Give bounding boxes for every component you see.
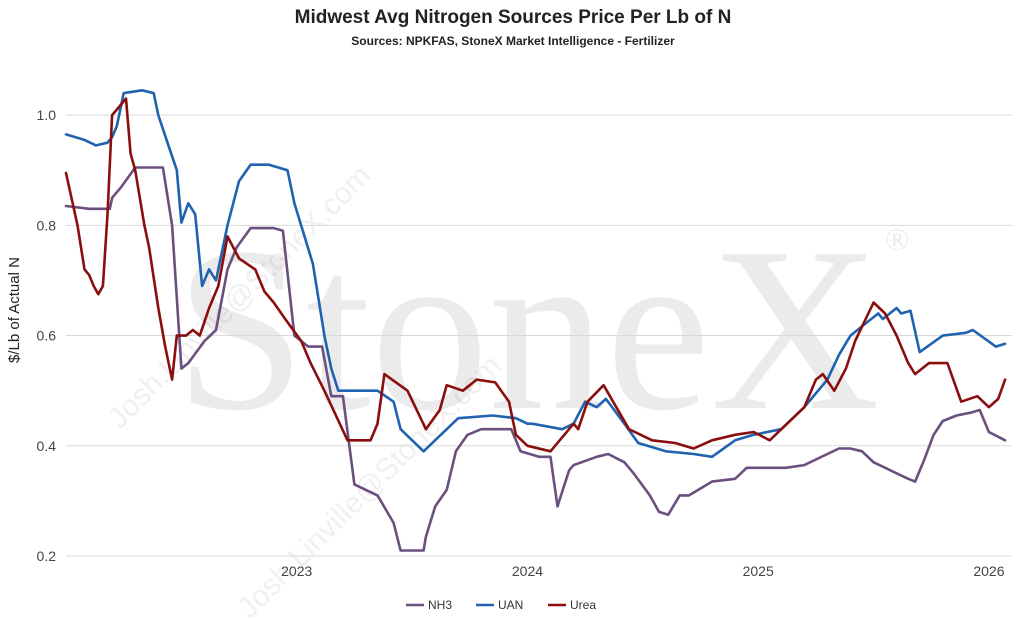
chart-subtitle: Sources: NPKFAS, StoneX Market Intellige… [351, 34, 675, 48]
x-tick-label: 2025 [743, 563, 774, 579]
x-axis-ticks: 2023 2024 2025 2026 [281, 563, 1005, 579]
y-tick-label: 1.0 [37, 107, 57, 123]
legend-label-uan[interactable]: UAN [498, 598, 523, 612]
y-axis-label: $/Lb of Actual N [6, 257, 23, 363]
y-tick-label: 0.6 [37, 328, 57, 344]
y-tick-label: 0.2 [37, 548, 57, 564]
watermark-registered-mark: ® [885, 221, 909, 257]
legend-label-nh3[interactable]: NH3 [428, 598, 452, 612]
gridlines [66, 114, 1012, 557]
x-tick-label: 2023 [281, 563, 312, 579]
series-line-uan [64, 89, 1007, 459]
chart-title: Midwest Avg Nitrogen Sources Price Per L… [295, 7, 732, 28]
legend: NH3 UAN Urea [406, 598, 596, 612]
legend-label-urea[interactable]: Urea [570, 598, 596, 612]
y-axis-ticks: 0.2 0.4 0.6 0.8 1.0 [37, 107, 57, 564]
y-tick-label: 0.8 [37, 217, 57, 233]
x-tick-label: 2026 [973, 563, 1004, 579]
series-lines [64, 89, 1007, 552]
x-tick-label: 2024 [512, 563, 543, 579]
series-line-urea [64, 97, 1007, 453]
series-line-nh3 [64, 166, 1007, 552]
watermark: StoneX ® Josh.Linville@StoneX.com Josh.L… [102, 159, 910, 621]
y-tick-label: 0.4 [37, 438, 57, 454]
